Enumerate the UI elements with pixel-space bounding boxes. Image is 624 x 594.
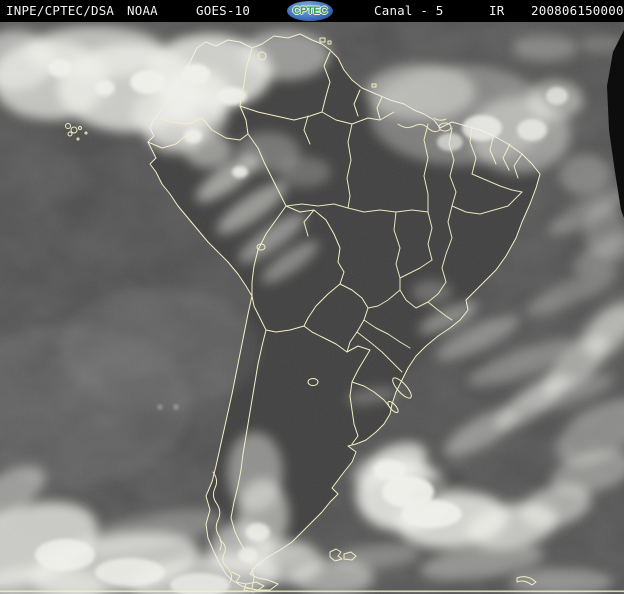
satellite-label: GOES-10: [196, 3, 251, 18]
timestamp-label: 200806150000: [531, 3, 624, 18]
satellite-image: [0, 22, 624, 594]
no-data-edge-wedge: [607, 30, 624, 218]
noaa-label: NOAA: [127, 3, 158, 18]
title-bar: INPE/CPTEC/DSA NOAA GOES-10 CPTEC Canal …: [0, 0, 624, 22]
cptec-logo: CPTEC: [287, 1, 333, 21]
band-label: IR: [489, 3, 505, 18]
agency-label: INPE/CPTEC/DSA: [6, 3, 115, 18]
channel-label: Canal - 5: [374, 3, 444, 18]
cptec-logo-text: CPTEC: [292, 5, 328, 17]
image-grain: [0, 22, 624, 594]
